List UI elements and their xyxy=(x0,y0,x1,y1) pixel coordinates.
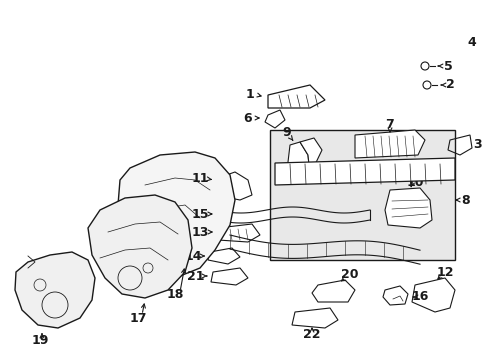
Text: 6: 6 xyxy=(243,112,252,125)
Polygon shape xyxy=(354,130,424,158)
Text: 17: 17 xyxy=(129,311,146,324)
Polygon shape xyxy=(118,152,235,278)
Text: 15: 15 xyxy=(191,207,208,220)
Text: 14: 14 xyxy=(184,249,202,262)
Text: 19: 19 xyxy=(31,333,49,346)
Text: 21: 21 xyxy=(187,270,204,283)
Text: 18: 18 xyxy=(166,288,183,302)
Text: 16: 16 xyxy=(410,291,428,303)
Text: 4: 4 xyxy=(467,36,475,49)
Polygon shape xyxy=(299,138,321,175)
FancyBboxPatch shape xyxy=(269,130,454,260)
Text: 2: 2 xyxy=(445,78,453,91)
Polygon shape xyxy=(384,188,431,228)
Text: 11: 11 xyxy=(191,171,208,184)
Polygon shape xyxy=(274,158,454,185)
Polygon shape xyxy=(287,142,309,178)
Text: 22: 22 xyxy=(303,328,320,342)
Text: 10: 10 xyxy=(406,175,423,189)
Polygon shape xyxy=(88,195,192,298)
Text: 9: 9 xyxy=(282,126,291,139)
Text: 5: 5 xyxy=(443,59,451,72)
Text: 12: 12 xyxy=(435,266,453,279)
Text: 3: 3 xyxy=(473,139,481,152)
Text: 1: 1 xyxy=(245,89,254,102)
Text: 20: 20 xyxy=(341,269,358,282)
Text: 7: 7 xyxy=(385,118,393,131)
Text: 13: 13 xyxy=(191,225,208,238)
Polygon shape xyxy=(15,252,95,328)
Text: 8: 8 xyxy=(461,194,469,207)
